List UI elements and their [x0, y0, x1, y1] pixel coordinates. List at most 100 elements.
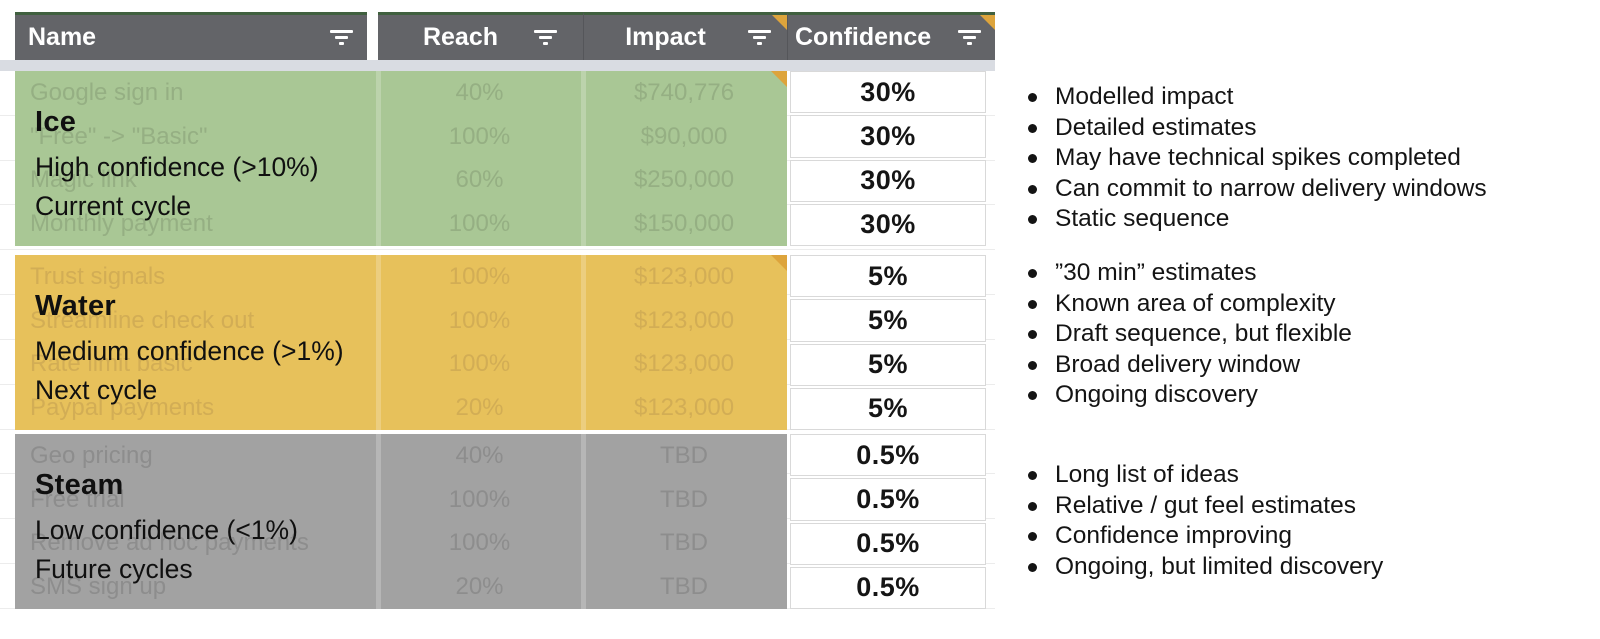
- note-item: May have technical spikes completed: [1028, 143, 1588, 174]
- confidence-cell[interactable]: 5%: [790, 343, 986, 386]
- reach-cell[interactable]: 100%: [448, 306, 511, 334]
- column-header-reach[interactable]: Reach: [378, 12, 583, 60]
- reach-cell[interactable]: 100%: [448, 122, 511, 150]
- impact-cell[interactable]: TBD: [660, 485, 708, 513]
- water-highlight-overlay[interactable]: [15, 255, 787, 430]
- confidence-cell[interactable]: 0.5%: [790, 522, 986, 565]
- impact-cell[interactable]: $123,000: [633, 350, 735, 378]
- filter-icon[interactable]: [534, 30, 557, 45]
- water-confidence-cells: 5% 5% 5% 5%: [790, 255, 986, 430]
- row-name-cell[interactable]: SMS sign up: [30, 573, 167, 601]
- table-row: Trust signals 100% $123,000: [15, 255, 787, 299]
- frozen-row-divider: [0, 60, 995, 71]
- note-corner-icon: [980, 15, 995, 30]
- table-row: Remove ad hoc payments 100% TBD: [15, 522, 787, 566]
- note-item: Draft sequence, but flexible: [1028, 319, 1588, 350]
- impact-cell[interactable]: TBD: [660, 529, 708, 557]
- table-row: Free trial 100% TBD: [15, 478, 787, 522]
- group-cycle-label: Next cycle: [35, 375, 158, 405]
- note-corner-icon: [772, 15, 787, 30]
- impact-cell[interactable]: $250,000: [633, 166, 735, 194]
- confidence-cell[interactable]: 5%: [790, 299, 986, 342]
- note-item: Relative / gut feel estimates: [1028, 491, 1588, 522]
- row-name-cell[interactable]: Remove ad hoc payments: [30, 529, 309, 557]
- impact-cell[interactable]: $740,776: [633, 78, 735, 106]
- reach-cell[interactable]: 20%: [455, 573, 504, 601]
- filter-icon[interactable]: [748, 30, 771, 45]
- impact-cell[interactable]: $123,000: [633, 306, 735, 334]
- confidence-cell[interactable]: 30%: [790, 71, 986, 114]
- confidence-cell[interactable]: 30%: [790, 159, 986, 202]
- group-label-ice[interactable]: Ice High confidence (>10%) Current cycle: [35, 104, 319, 226]
- bullet-icon: [1028, 501, 1037, 511]
- impact-cell[interactable]: $123,000: [633, 262, 735, 290]
- steam-highlight-overlay[interactable]: [15, 434, 787, 609]
- impact-cell[interactable]: $90,000: [640, 122, 728, 150]
- note-corner-icon: [771, 255, 787, 271]
- note-corner-icon: [771, 71, 787, 87]
- water-rows: Trust signals 100% $123,000 Streamline c…: [15, 255, 787, 430]
- bullet-icon: [1028, 330, 1037, 339]
- note-item: Static sequence: [1028, 204, 1588, 235]
- group-cycle-label: Current cycle: [35, 191, 192, 221]
- reach-cell[interactable]: 60%: [455, 166, 504, 194]
- ice-confidence-cells: 30% 30% 30% 30%: [790, 71, 986, 246]
- column-header-confidence[interactable]: Confidence: [787, 12, 995, 60]
- row-name-cell[interactable]: Paypal payments: [30, 394, 215, 422]
- confidence-cell[interactable]: 0.5%: [790, 566, 986, 609]
- note-item: Can commit to narrow delivery windows: [1028, 174, 1588, 205]
- group-label-steam[interactable]: Steam Low confidence (<1%) Future cycles: [35, 467, 298, 589]
- row-name-cell[interactable]: Free trial: [30, 485, 125, 513]
- table-row: Geo pricing 40% TBD: [15, 434, 787, 478]
- confidence-cell[interactable]: 5%: [790, 255, 986, 298]
- group-label-water[interactable]: Water Medium confidence (>1%) Next cycle: [35, 288, 344, 410]
- group-confidence-label: High confidence (>10%): [35, 152, 319, 182]
- note-item: Broad delivery window: [1028, 350, 1588, 381]
- row-name-cell[interactable]: Monthly payment: [30, 210, 213, 238]
- reach-cell[interactable]: 40%: [455, 441, 504, 469]
- bullet-icon: [1028, 93, 1037, 102]
- reach-cell[interactable]: 100%: [448, 210, 511, 238]
- impact-cell[interactable]: TBD: [660, 441, 708, 469]
- impact-cell[interactable]: $150,000: [633, 210, 735, 238]
- filter-icon[interactable]: [958, 30, 981, 45]
- column-header-impact-label: Impact: [625, 23, 706, 51]
- bullet-icon: [1028, 471, 1037, 480]
- ice-notes-list: Modelled impact Detailed estimates May h…: [1028, 82, 1588, 235]
- table-row: Paypal payments 20% $123,000: [15, 386, 787, 430]
- reach-cell[interactable]: 100%: [448, 262, 511, 290]
- note-item: Long list of ideas: [1028, 460, 1588, 491]
- row-name-cell[interactable]: Rate limit basic: [30, 350, 193, 378]
- row-name-cell[interactable]: Geo pricing: [30, 441, 153, 469]
- row-name-cell[interactable]: Magic link: [30, 166, 137, 194]
- ice-highlight-overlay[interactable]: [15, 71, 787, 246]
- column-header-impact[interactable]: Impact: [583, 12, 787, 60]
- row-name-cell[interactable]: Trust signals: [30, 262, 166, 290]
- bullet-icon: [1028, 215, 1037, 224]
- reach-cell[interactable]: 40%: [455, 78, 504, 106]
- bullet-icon: [1028, 532, 1037, 541]
- reach-cell[interactable]: 100%: [448, 485, 511, 513]
- group-title: Water: [35, 290, 116, 322]
- filter-icon[interactable]: [330, 30, 353, 45]
- note-item: Ongoing, but limited discovery: [1028, 552, 1588, 583]
- confidence-cell[interactable]: 0.5%: [790, 434, 986, 477]
- impact-cell[interactable]: TBD: [660, 573, 708, 601]
- row-name-cell[interactable]: "Free" -> "Basic": [30, 122, 208, 150]
- table-row: Magic link 60% $250,000: [15, 159, 787, 203]
- column-header-name[interactable]: Name: [15, 12, 367, 60]
- row-name-cell[interactable]: Google sign in: [30, 78, 184, 106]
- water-notes-list: ”30 min” estimates Known area of complex…: [1028, 258, 1588, 411]
- reach-cell[interactable]: 100%: [448, 529, 511, 557]
- confidence-cell[interactable]: 0.5%: [790, 478, 986, 521]
- confidence-cell[interactable]: 30%: [790, 203, 986, 246]
- table-row: Monthly payment 100% $150,000: [15, 202, 787, 246]
- bullet-icon: [1028, 269, 1037, 278]
- note-item: Modelled impact: [1028, 82, 1588, 113]
- impact-cell[interactable]: $123,000: [633, 394, 735, 422]
- row-name-cell[interactable]: Streamline check out: [30, 306, 255, 334]
- reach-cell[interactable]: 20%: [455, 394, 504, 422]
- confidence-cell[interactable]: 30%: [790, 115, 986, 158]
- confidence-cell[interactable]: 5%: [790, 387, 986, 430]
- reach-cell[interactable]: 100%: [448, 350, 511, 378]
